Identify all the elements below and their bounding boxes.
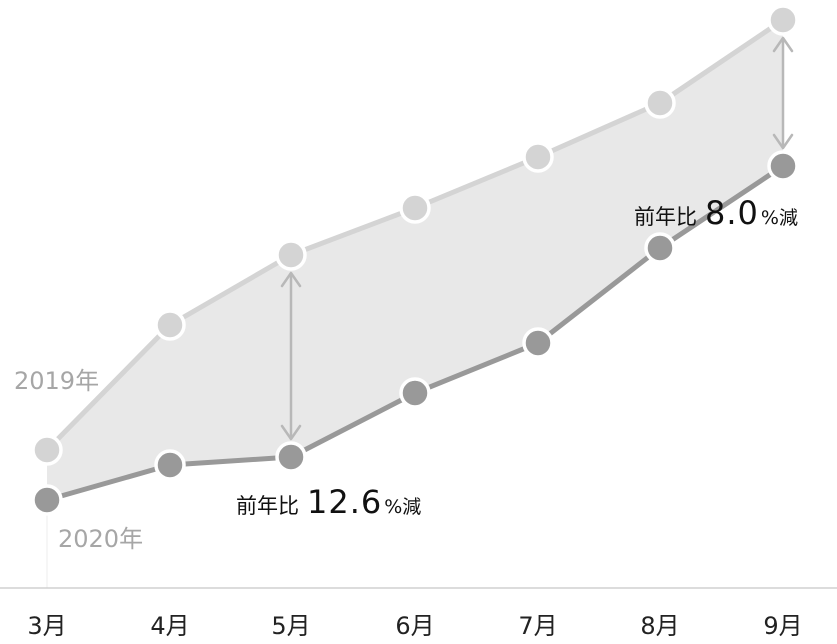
annotation-september: 前年比 8.0 %減: [634, 197, 798, 229]
x-tick-label: 4月: [150, 612, 190, 640]
point-2020: [154, 449, 186, 481]
point-2019: [399, 192, 431, 224]
point-2019: [31, 434, 63, 466]
gap-arrow-september-head-down: [772, 133, 794, 150]
point-2019: [522, 141, 554, 173]
annotation-suffix: %減: [384, 496, 422, 518]
annotation-value: 8.0: [705, 194, 759, 232]
x-tick-label: 8月: [640, 612, 680, 640]
x-tick-label: 9月: [763, 612, 803, 640]
gap-arrow-may-head-down: [280, 424, 302, 441]
annotation-prefix: 前年比: [634, 205, 697, 229]
point-2020: [399, 377, 431, 409]
point-2019: [275, 239, 307, 271]
point-2019: [644, 87, 676, 119]
x-tick-label: 6月: [395, 612, 435, 640]
annotation-may: 前年比 12.6 %減: [236, 486, 421, 518]
point-2020: [767, 150, 799, 182]
series-label-2020: 2020年: [58, 525, 144, 553]
point-2019: [767, 4, 799, 36]
series-label-2019: 2019年: [14, 367, 100, 395]
point-2020: [522, 327, 554, 359]
annotation-suffix: %減: [760, 207, 798, 229]
annotation-prefix: 前年比: [236, 494, 299, 518]
point-2020: [31, 484, 63, 516]
point-2020: [275, 441, 307, 473]
point-2019: [154, 309, 186, 341]
annotation-value: 12.6: [307, 483, 383, 521]
point-2020: [644, 232, 676, 264]
x-tick-label: 7月: [518, 612, 558, 640]
gap-arrow-september-head-up: [772, 36, 794, 53]
gap-band: [47, 20, 783, 500]
x-tick-label: 3月: [27, 612, 67, 640]
gap-arrow-may-head-up: [280, 271, 302, 288]
x-tick-label: 5月: [271, 612, 311, 640]
